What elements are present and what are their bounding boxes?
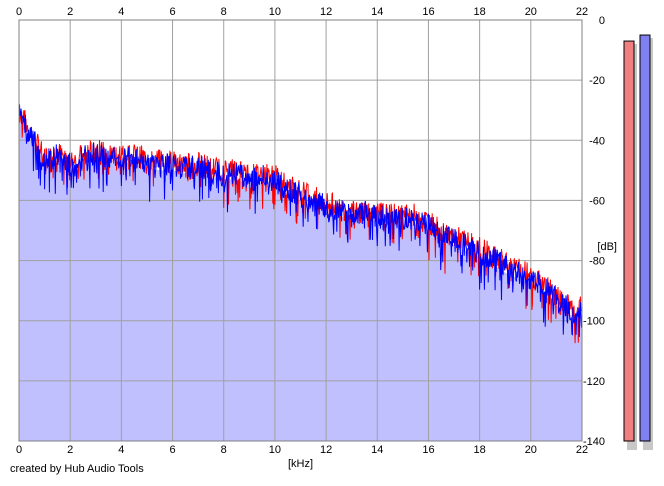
x-tick-label-bottom: 6 xyxy=(169,444,175,456)
plot-border xyxy=(18,19,583,442)
x-tick-label-top: 10 xyxy=(269,6,281,18)
y-tick-label: -20 xyxy=(589,75,605,87)
x-tick-label-bottom: 8 xyxy=(221,444,227,456)
x-tick-label-bottom: 22 xyxy=(576,444,588,456)
y-tick-label: -60 xyxy=(589,195,605,207)
x-tick-label-bottom: 18 xyxy=(474,444,486,456)
x-tick-label-top: 8 xyxy=(221,6,227,18)
x-tick-label-bottom: 10 xyxy=(269,444,281,456)
spectrum-fill xyxy=(19,119,582,441)
level-meter-1 xyxy=(623,40,635,442)
y-axis-label: [dB] xyxy=(597,241,617,253)
x-tick-label-top: 12 xyxy=(320,6,332,18)
x-tick-label-bottom: 20 xyxy=(525,444,537,456)
x-tick-label-bottom: 2 xyxy=(67,444,73,456)
x-tick-label-bottom: 0 xyxy=(16,444,22,456)
x-tick-label-bottom: 14 xyxy=(371,444,383,456)
x-tick-label-top: 20 xyxy=(525,6,537,18)
x-tick-label-top: 14 xyxy=(371,6,383,18)
y-tick-label: -120 xyxy=(583,376,605,388)
x-tick-label-top: 2 xyxy=(67,6,73,18)
credit-text: created by Hub Audio Tools xyxy=(10,463,144,475)
y-tick-label: -40 xyxy=(589,135,605,147)
x-tick-label-top: 18 xyxy=(474,6,486,18)
x-tick-label-top: 6 xyxy=(169,6,175,18)
x-tick-label-bottom: 16 xyxy=(422,444,434,456)
y-tick-label: -100 xyxy=(583,316,605,328)
level-meter-2 xyxy=(639,34,651,442)
x-tick-label-top: 0 xyxy=(16,6,22,18)
x-tick-label-top: 16 xyxy=(422,6,434,18)
x-tick-label-top: 22 xyxy=(576,6,588,18)
y-tick-label: -80 xyxy=(589,256,605,268)
y-tick-label: -140 xyxy=(583,436,605,448)
x-tick-label-bottom: 12 xyxy=(320,444,332,456)
x-tick-label-top: 4 xyxy=(118,6,124,18)
series-line-2 xyxy=(18,104,583,338)
y-tick-label: 0 xyxy=(599,15,605,27)
x-tick-label-bottom: 4 xyxy=(118,444,124,456)
x-axis-label: [kHz] xyxy=(288,458,313,470)
